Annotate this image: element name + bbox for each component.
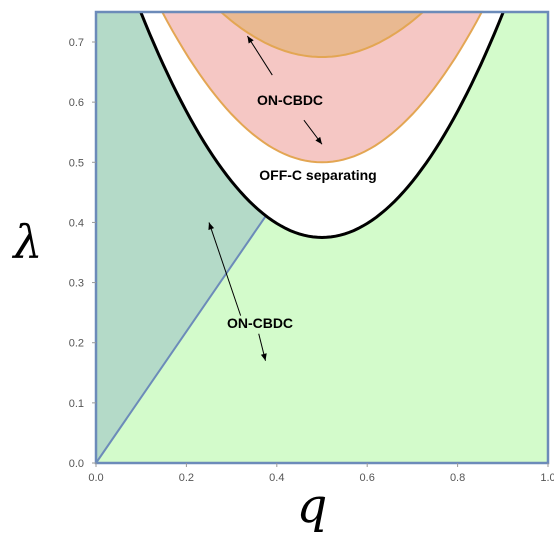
x-axis-title: q [297,478,328,534]
y-tick-label: 0.5 [69,157,84,169]
annotation-arrows [208,35,323,361]
x-tick-label: 0.4 [269,472,284,484]
y-tick-label: 0.4 [69,217,84,229]
x-tick-label: 0.8 [450,472,465,484]
y-tick-label: 0.6 [69,97,84,109]
y-tick-label: 0.0 [69,458,84,470]
x-tick-label: 0.0 [88,472,103,484]
y-tick-label: 0.7 [69,37,84,49]
plot-inner-frame [94,10,550,465]
axis-ticks: 0.0 0.2 0.4 0.6 0.8 1.0 0.0 0.1 0.2 0.3 0.4 0.5 0.6 0… [69,37,554,484]
annotation-arrow-line [208,222,242,316]
x-tick-label: 0.6 [360,472,375,484]
y-tick-label: 0.2 [69,338,84,350]
upper-orange-curve [220,11,424,58]
plot-frame [94,10,550,465]
outer-orange-curve [160,10,484,164]
off-c-boundary-curve [139,11,505,240]
curves-layer [95,10,505,464]
y-tick-label: 0.1 [69,398,84,410]
x-tick-label: 1.0 [540,472,554,484]
annotation-arrow-head [315,136,322,145]
region-label-on-cbdc-lower: ON-CBDC [227,315,293,331]
x-tick-label: 0.2 [179,472,194,484]
annotation-arrow-line [246,35,273,76]
y-axis-title: λ [11,215,42,269]
annotation-arrow-head [247,35,254,44]
boundary-line [95,215,267,464]
y-tick-label: 0.3 [69,278,84,290]
annotation-arrow-head [208,222,215,231]
annotation-arrow-head [260,353,267,361]
region-label-on-cbdc-upper: ON-CBDC [257,92,323,108]
region-left-fill [96,11,266,464]
region-label-off-c-separating: OFF-C separating [259,167,376,183]
